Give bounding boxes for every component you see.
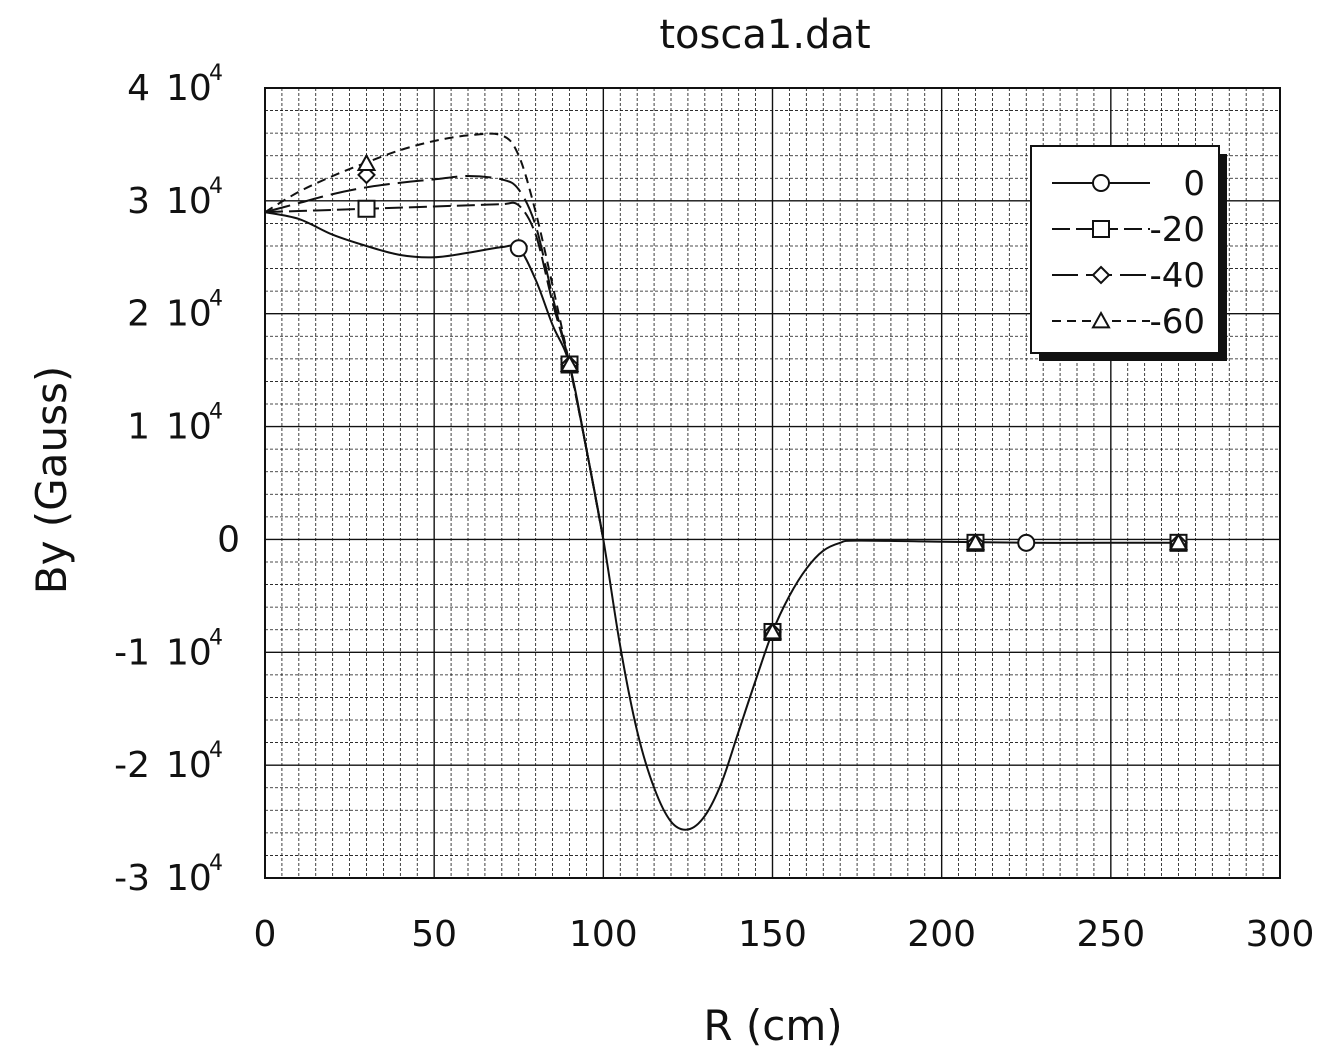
y-tick-exponent: 4	[209, 61, 223, 86]
y-tick-label: 0	[217, 519, 240, 560]
series-marker-3	[559, 354, 580, 372]
y-tick-mantissa: 1	[127, 407, 150, 448]
legend-marker-3	[1091, 310, 1111, 329]
x-tick-label: 250	[1076, 914, 1145, 955]
y-tick-label: 4 104	[127, 61, 223, 109]
plot-frame	[264, 87, 1281, 879]
x-tick-label: 200	[907, 914, 976, 955]
y-tick-mantissa: 4	[127, 68, 150, 109]
y-tick-label: 2 104	[127, 287, 223, 335]
x-tick-label: 50	[411, 914, 457, 955]
legend-box	[1030, 145, 1220, 354]
y-tick-base: 10	[166, 632, 212, 673]
y-tick-label: 3 104	[127, 174, 223, 222]
x-tick-label: 100	[569, 914, 638, 955]
series-marker-0	[509, 239, 528, 258]
y-tick-mantissa: -1	[114, 632, 150, 673]
series-marker-3	[965, 532, 986, 551]
legend: 0 -20 -40 -60	[1030, 145, 1227, 361]
y-axis-label: By (Gauss)	[27, 366, 76, 594]
y-tick-exponent: 4	[209, 287, 223, 312]
y-tick-exponent: 4	[209, 400, 223, 425]
x-tick-label: 150	[738, 914, 807, 955]
y-tick-base: 10	[166, 407, 212, 448]
y-tick-base: 10	[166, 745, 212, 786]
legend-marker-2	[1091, 265, 1111, 285]
legend-label-0: 0	[1183, 164, 1205, 204]
y-tick-mantissa: -3	[114, 858, 150, 899]
series-marker-3	[762, 621, 783, 640]
y-tick-mantissa: -2	[114, 745, 150, 786]
series-marker-3	[356, 153, 377, 172]
y-tick-mantissa: 3	[127, 181, 150, 222]
y-tick-mantissa: 2	[127, 294, 150, 335]
y-tick-base: 10	[166, 68, 212, 109]
y-tick-base: 10	[166, 181, 212, 222]
y-tick-label: -2 104	[114, 738, 223, 786]
y-tick-mantissa: 0	[217, 519, 240, 560]
chart-title: tosca1.dat	[659, 12, 870, 58]
legend-marker-0	[1092, 174, 1110, 192]
series-marker-3	[1168, 532, 1189, 551]
legend-marker-1	[1092, 220, 1110, 238]
series-line-0	[264, 211, 1179, 831]
x-tick-labels: 0 50 100 150 200 250 300	[254, 914, 1315, 955]
x-tick-label: 300	[1246, 914, 1315, 955]
legend-label-3: -60	[1149, 302, 1205, 342]
marker-layer	[356, 153, 1189, 642]
series-marker-0	[1017, 533, 1036, 552]
y-tick-base: 10	[166, 858, 212, 899]
legend-label-1: -20	[1149, 210, 1205, 250]
y-tick-label: 1 104	[127, 400, 223, 448]
y-tick-label: -1 104	[114, 625, 223, 673]
series-marker-1	[357, 199, 376, 218]
x-tick-label: 0	[254, 914, 277, 955]
y-tick-exponent: 4	[209, 174, 223, 199]
y-tick-exponent: 4	[209, 738, 223, 763]
y-tick-label: -3 104	[114, 851, 223, 899]
y-tick-exponent: 4	[209, 851, 223, 876]
y-tick-exponent: 4	[209, 625, 223, 650]
x-axis-label: R (cm)	[703, 1001, 842, 1050]
y-tick-base: 10	[166, 294, 212, 335]
legend-label-2: -40	[1149, 256, 1205, 296]
